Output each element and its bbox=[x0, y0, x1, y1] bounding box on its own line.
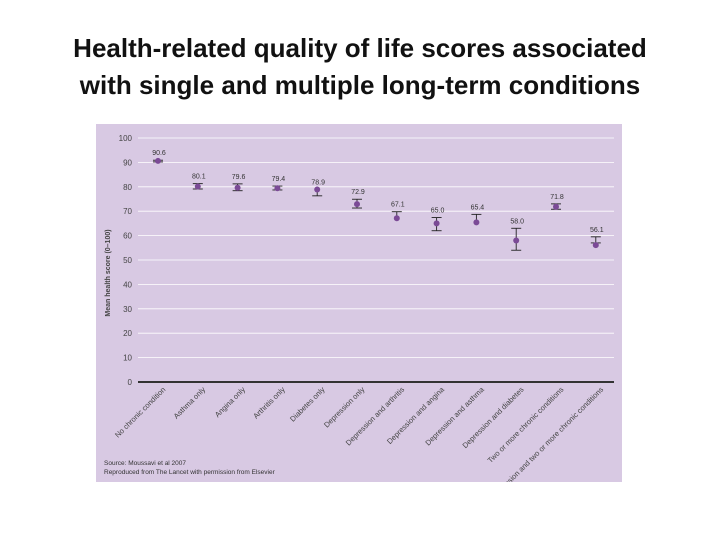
data-points bbox=[155, 157, 599, 249]
data-point bbox=[354, 201, 360, 208]
y-tick-label: 20 bbox=[123, 329, 132, 338]
data-label: 56.1 bbox=[590, 227, 604, 234]
data-label: 80.1 bbox=[192, 174, 206, 181]
data-point bbox=[274, 185, 281, 192]
y-axis-label: Mean health score (0–100) bbox=[105, 229, 112, 316]
data-label: 67.1 bbox=[391, 202, 405, 209]
y-tick-label: 0 bbox=[128, 378, 133, 387]
data-point bbox=[553, 203, 559, 210]
gridlines bbox=[138, 137, 614, 359]
chart-background bbox=[96, 124, 622, 482]
title-line-2: with single and multiple long-term condi… bbox=[79, 70, 641, 100]
data-point bbox=[473, 219, 480, 226]
data-point bbox=[314, 186, 321, 193]
data-point bbox=[393, 215, 400, 222]
title-line-1: Health-related quality of life scores as… bbox=[73, 33, 647, 63]
data-labels: 90.6 80.1 79.6 79.4 78.9 72.9 67.1 65.0 65.4 58.0… bbox=[152, 150, 604, 234]
y-tick-label: 60 bbox=[123, 232, 132, 241]
slide-title: Health-related quality of life scores as… bbox=[20, 30, 700, 104]
y-tick-label: 100 bbox=[119, 134, 133, 143]
y-tick-label: 40 bbox=[123, 280, 132, 289]
data-point bbox=[234, 184, 241, 191]
y-tick-label: 30 bbox=[123, 305, 132, 314]
data-label: 65.0 bbox=[431, 208, 445, 215]
y-tick-label: 70 bbox=[123, 207, 132, 216]
source-line-1: Source: Moussavi et al 2007 bbox=[104, 460, 186, 467]
y-tick-label: 90 bbox=[123, 158, 132, 167]
y-tick-label: 10 bbox=[123, 354, 132, 363]
data-label: 78.9 bbox=[311, 179, 325, 186]
data-point bbox=[155, 157, 161, 164]
data-label: 71.8 bbox=[550, 194, 564, 201]
source-line-2: Reproduced from The Lancet with permissi… bbox=[104, 469, 276, 476]
y-tick-label: 80 bbox=[123, 183, 132, 192]
axes: 0 10 20 30 40 50 60 70 80 90 100 bbox=[119, 134, 614, 387]
chart-figure: 0 10 20 30 40 50 60 70 80 90 100 90.6 80.1 79.6 79.4 7… bbox=[96, 124, 622, 502]
data-point bbox=[194, 183, 201, 190]
data-point bbox=[433, 220, 440, 227]
data-point bbox=[513, 237, 520, 244]
data-label: 65.4 bbox=[471, 204, 485, 211]
data-label: 90.6 bbox=[152, 150, 166, 157]
data-label: 79.6 bbox=[232, 174, 246, 181]
chart-svg: 0 10 20 30 40 50 60 70 80 90 100 90.6 80.1 79.6 79.4 7… bbox=[96, 124, 622, 502]
data-label: 58.0 bbox=[510, 218, 524, 225]
data-label: 72.9 bbox=[351, 189, 365, 196]
data-label: 79.4 bbox=[272, 176, 286, 183]
y-tick-label: 50 bbox=[123, 256, 132, 265]
data-point bbox=[592, 242, 599, 249]
